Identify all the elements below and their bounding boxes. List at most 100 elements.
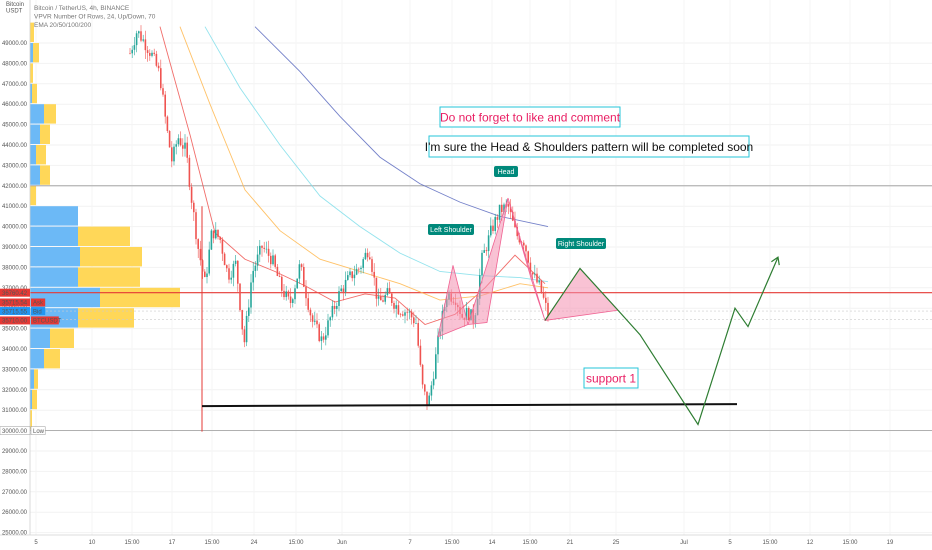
candle-body [404, 312, 406, 316]
candle-body [289, 296, 292, 303]
candle-body [364, 252, 367, 260]
candle-body [219, 236, 221, 240]
left-shoulder-label[interactable]: Left Shoulder [428, 224, 474, 235]
candle-body [382, 300, 384, 302]
candle-body [278, 275, 281, 277]
volume-bar-down [30, 369, 34, 389]
price-tick-label: 34000.00 [2, 347, 28, 353]
candle-body [245, 315, 248, 343]
candle-body [208, 249, 210, 274]
candle-body [166, 116, 169, 131]
time-axis[interactable]: 5 10 15:00 17 15:00 24 15:00 Jun 7 15:00 14 15:00 21… [0, 534, 932, 550]
ema-line [204, 26, 549, 283]
candle-body [175, 144, 177, 147]
volume-bar-down [30, 104, 44, 124]
volume-bar-up [78, 226, 130, 246]
candle-body [234, 260, 237, 264]
candle-body [283, 290, 285, 298]
price-label-box [0, 316, 30, 325]
candle-body [344, 279, 347, 292]
head-label[interactable]: Head [494, 166, 518, 177]
candle-body [223, 253, 226, 266]
candle-body [171, 147, 173, 162]
candle-body [351, 271, 353, 279]
candle-body [318, 324, 320, 342]
price-labels: 36760.42 35715.54 Ask 35715.55 Bid 35710.00 BT… [0, 288, 62, 435]
candle-body [303, 266, 305, 287]
candle-body [481, 252, 483, 276]
right-shoulder-text: Right Shoulder [558, 241, 605, 248]
legend-line: VPVR Number Of Rows, 24, Up/Down, 70 [34, 14, 156, 21]
candle-body [298, 264, 301, 279]
candle-body [140, 31, 142, 41]
time-tick-label: 12 [807, 540, 814, 546]
support-line[interactable] [201, 403, 738, 408]
candle-body [545, 297, 547, 303]
candle-body [366, 252, 369, 258]
like-comment-note[interactable]: Do not forget to like and comment [439, 106, 621, 128]
time-tick-label: 15:00 [124, 540, 140, 546]
time-tick-label: 15:00 [444, 540, 460, 546]
candle-body [221, 239, 224, 254]
candle-body [309, 309, 312, 316]
candle-body [232, 263, 235, 278]
candle-body [177, 138, 180, 145]
candle-body [243, 329, 246, 343]
candle-body [157, 65, 160, 69]
candle-body [384, 294, 386, 302]
head-shoulders-pattern[interactable] [437, 197, 619, 338]
volume-bar-up [32, 389, 37, 410]
candle-body [133, 45, 136, 50]
pattern-note[interactable]: I'm sure the Head & Shoulders pattern wi… [425, 135, 753, 158]
price-tick-label: 41000.00 [2, 204, 28, 210]
candle-body [437, 335, 439, 355]
volume-bar-up [40, 124, 50, 144]
candle-body [369, 257, 371, 260]
candle-body [193, 202, 195, 213]
candle-body [267, 248, 270, 256]
candle-body [468, 307, 470, 321]
volume-bar-up [30, 63, 33, 83]
candle-body [322, 336, 325, 340]
candle-body [199, 248, 202, 261]
candle-body [492, 225, 494, 231]
candle-body [540, 280, 543, 293]
candle-body [160, 68, 162, 89]
candle-body [399, 314, 402, 315]
candle-body [410, 311, 413, 318]
symbol-axis-label: Bitcoin [6, 2, 24, 8]
ema-line [254, 26, 549, 228]
candle-body [432, 378, 435, 386]
volume-bar-down [30, 145, 36, 165]
price-tick-label: 28000.00 [2, 469, 28, 475]
volume-bar-down [30, 165, 40, 185]
support-note[interactable]: support 1 [583, 367, 639, 389]
chart-legend: Bitcoin / TetherUS, 4h, BINANCE VPVR Numb… [34, 5, 156, 29]
projection-path[interactable] [544, 256, 780, 426]
volume-bar-up [100, 287, 180, 308]
candle-body [325, 335, 327, 340]
price-tick-label: 32000.00 [2, 388, 28, 394]
candle-body [388, 288, 391, 294]
volume-bar-up [36, 145, 46, 165]
candle-body [272, 255, 274, 265]
right-shoulder-label[interactable]: Right Shoulder [556, 238, 606, 249]
candle-body [340, 288, 342, 292]
candle-body [153, 52, 155, 54]
candle-body [146, 50, 149, 53]
volume-bar-down [30, 328, 50, 348]
time-tick-label: 15:00 [204, 540, 220, 546]
candle-body [217, 229, 219, 237]
price-label-text: 36760.42 [2, 291, 28, 297]
candle-body [485, 250, 488, 252]
candle-body [331, 305, 334, 318]
candle-body [397, 305, 400, 315]
candle-body [212, 230, 215, 239]
candle-body [252, 270, 254, 283]
volume-bar-down [30, 43, 33, 63]
candle-body [186, 142, 188, 158]
price-axis[interactable]: 49000.00 48000.00 47000.00 46000.00 45000.00… [0, 0, 31, 537]
candle-body [263, 247, 265, 249]
price-tick-label: 44000.00 [2, 143, 28, 149]
